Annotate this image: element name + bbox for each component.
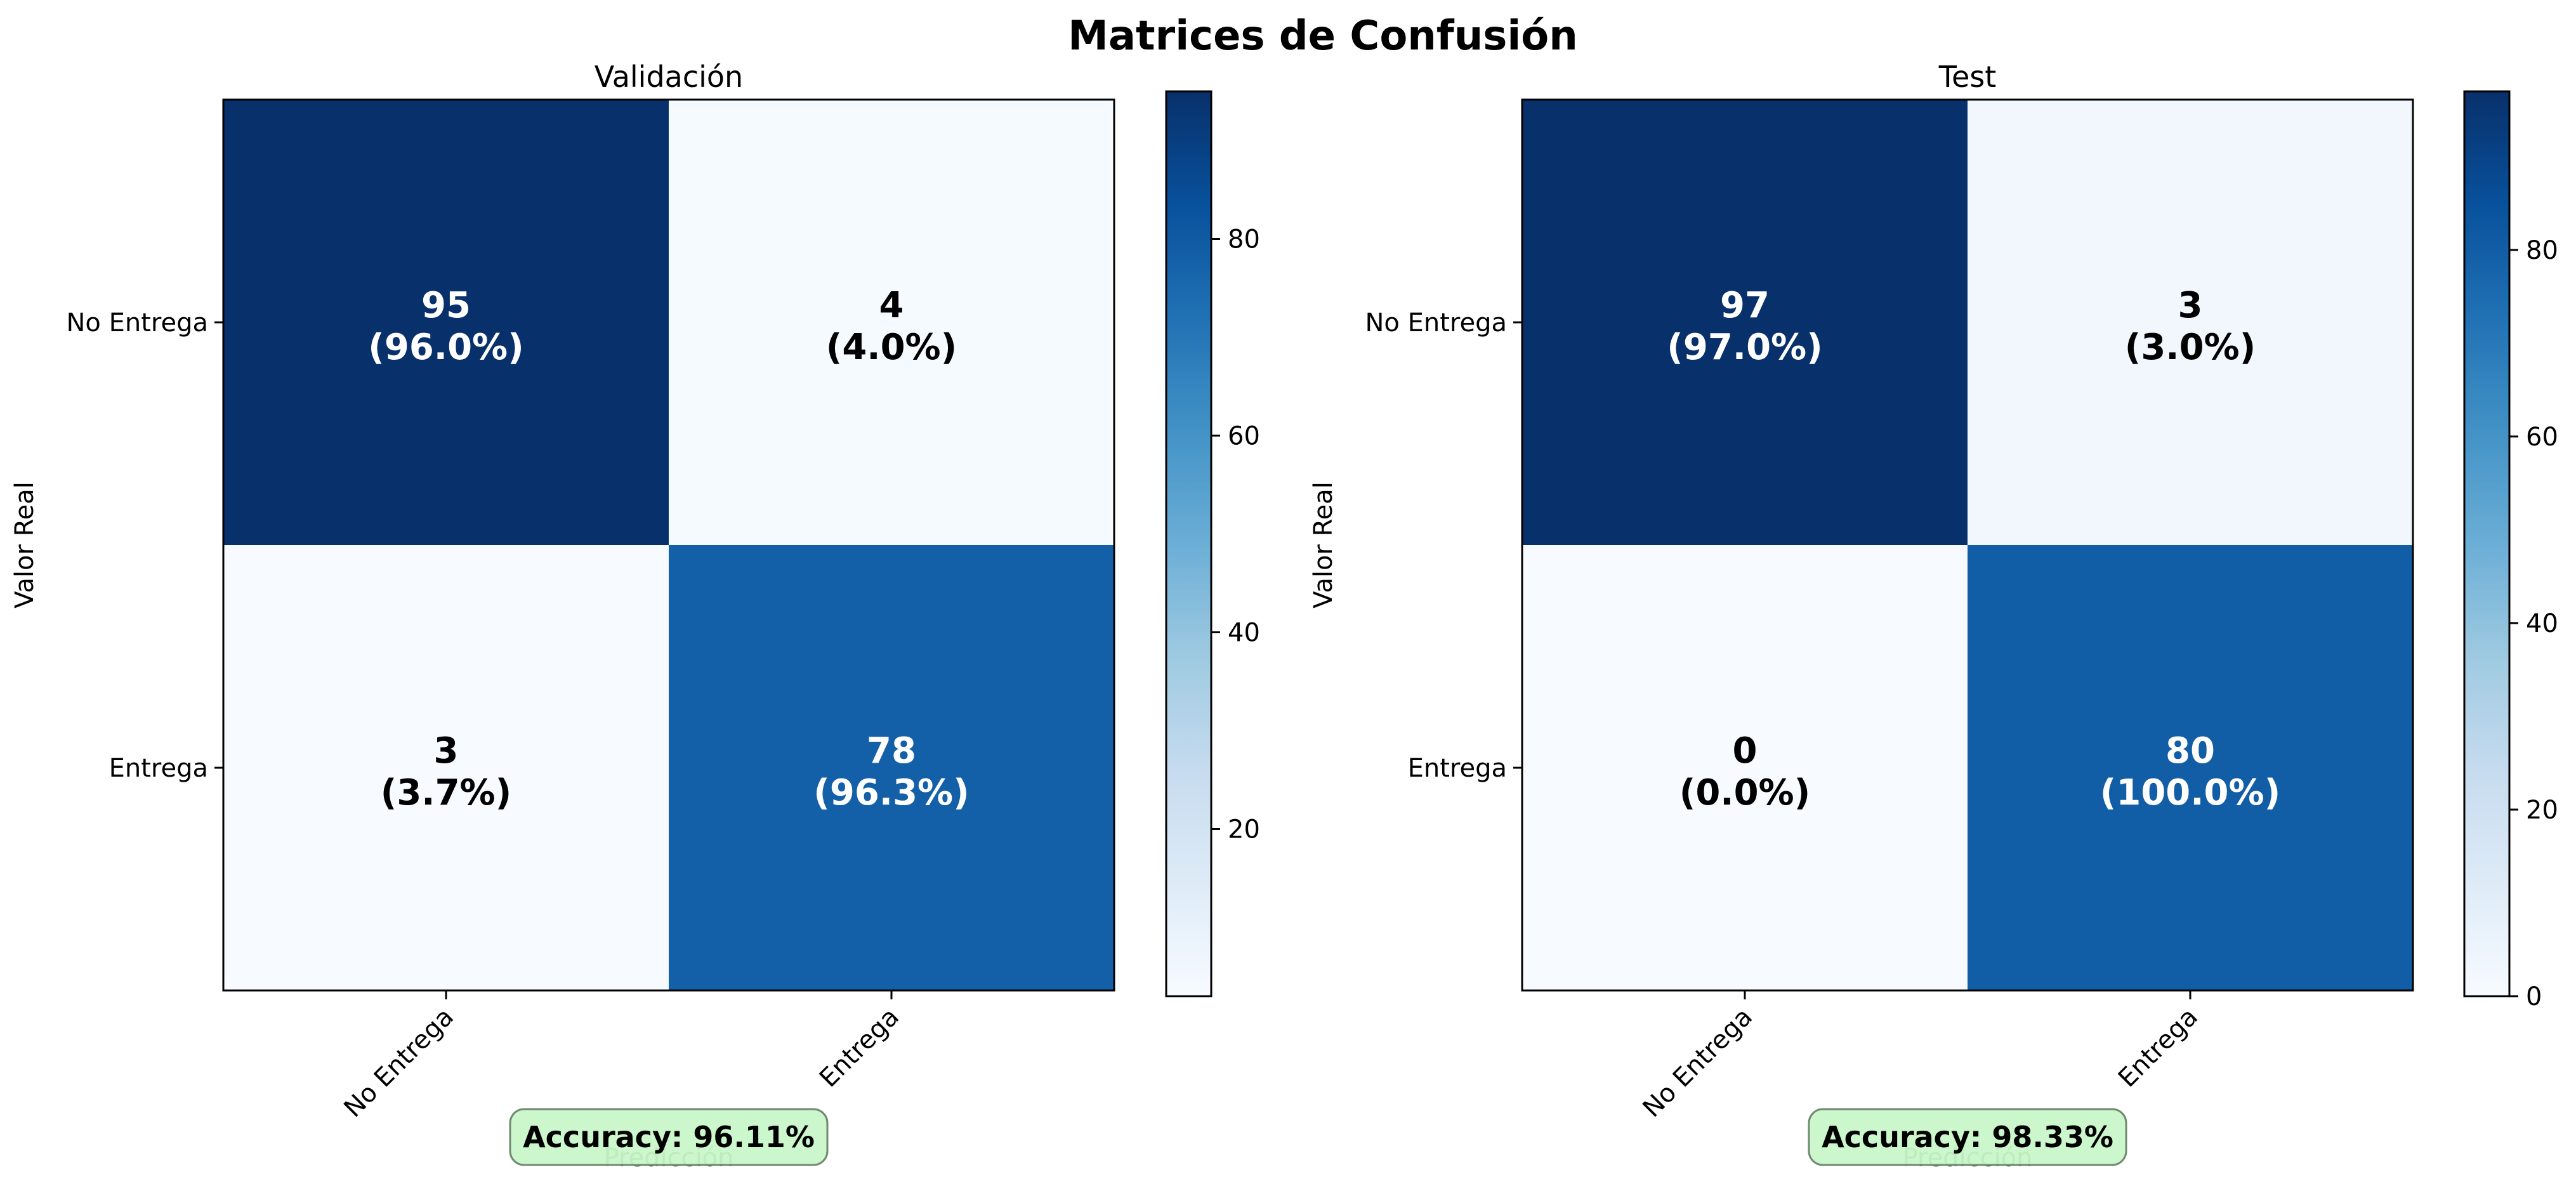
matrix-cell	[1522, 100, 1968, 545]
colorbar	[2463, 90, 2511, 997]
cell-percent-label: (0.0%)	[1679, 772, 1811, 813]
panel-title: Test	[1938, 60, 1997, 94]
accuracy-label: Accuracy: 98.33%	[1822, 1120, 2113, 1154]
y-tick-label: No Entrega	[1365, 308, 1508, 338]
x-tick-label: Entrega	[814, 1003, 905, 1093]
colorbar-tick-label: 80	[1228, 225, 1260, 254]
colorbar-tick-label: 20	[1228, 815, 1260, 845]
figure-title: Matrices de Confusión	[1068, 13, 1578, 60]
cell-count-label: 3	[2178, 285, 2203, 326]
cell-count-label: 80	[2165, 730, 2215, 772]
y-axis-label: Valor Real	[1309, 482, 1338, 608]
cell-count-label: 97	[1720, 285, 1770, 326]
colorbar-tick-label: 80	[2526, 236, 2558, 265]
x-tick-label: Entrega	[2113, 1003, 2204, 1093]
accuracy-label: Accuracy: 96.11%	[523, 1120, 815, 1154]
cell-percent-label: (4.0%)	[826, 327, 957, 368]
matrix-frame	[222, 98, 1115, 992]
cell-percent-label: (100.0%)	[2100, 772, 2280, 813]
matrix-cell	[1968, 545, 2413, 990]
matrix-frame	[1521, 98, 2414, 992]
colorbar-tick-label: 20	[2526, 796, 2558, 825]
colorbar-tick-label: 60	[1228, 422, 1260, 451]
matrix-cell	[223, 100, 669, 545]
x-tick-label: No Entrega	[1638, 1003, 1759, 1124]
cell-count-label: 0	[1733, 730, 1758, 772]
cell-percent-label: (96.3%)	[813, 772, 969, 813]
colorbar-tick-label: 40	[1228, 619, 1260, 648]
cell-count-label: 78	[867, 730, 916, 772]
cell-count-label: 3	[434, 730, 459, 772]
matrix-cell	[669, 100, 1114, 545]
confusion-matrix-panel: Test97(97.0%)3(3.0%)0(0.0%)80(100.0%)No …	[1309, 60, 2558, 1173]
colorbar-tick-label: 40	[2526, 609, 2558, 638]
colorbar	[1165, 90, 1212, 997]
cell-percent-label: (3.0%)	[2125, 327, 2256, 368]
colorbar-tick-label: 0	[2526, 982, 2542, 1011]
matrix-cell	[669, 545, 1114, 990]
cell-percent-label: (97.0%)	[1667, 327, 1822, 368]
confusion-matrix-panel: Validación 95(96.0%) 4(4.0%) 3(3.7%) 78(96.3…	[10, 60, 1260, 1173]
y-tick-label: No Entrega	[67, 308, 209, 338]
matrix-cell	[223, 545, 669, 990]
y-tick-label: Entrega	[109, 754, 208, 783]
cell-percent-label: (3.7%)	[381, 772, 512, 813]
y-axis-label: Valor Real	[10, 482, 39, 608]
matrix-cell	[1522, 545, 1968, 990]
cell-count-label: 4	[879, 285, 904, 326]
cell-percent-label: (96.0%)	[368, 327, 523, 368]
x-tick-label: No Entrega	[339, 1003, 460, 1124]
accuracy-box	[1808, 1108, 2127, 1166]
accuracy-box	[509, 1108, 829, 1166]
matrix-cell	[1968, 100, 2413, 545]
panel-title: Validación	[595, 60, 743, 94]
colorbar-tick-label: 60	[2526, 423, 2558, 452]
cell-count-label: 95	[421, 285, 471, 326]
y-tick-label: Entrega	[1408, 754, 1507, 783]
